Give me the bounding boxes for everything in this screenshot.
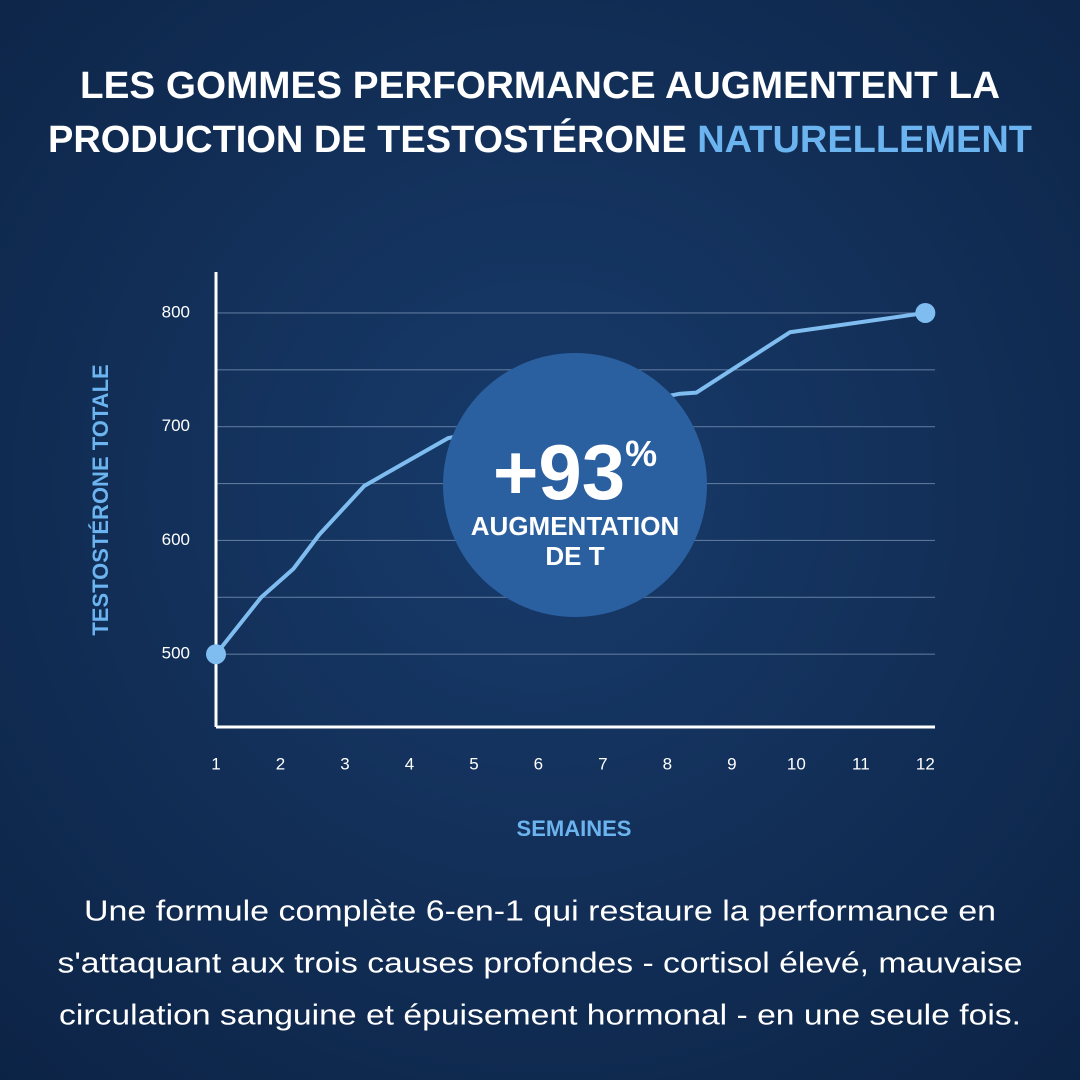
x-tick-label: 12 — [916, 754, 935, 773]
x-tick-label: 9 — [727, 754, 736, 773]
badge-number: +93 — [493, 428, 625, 516]
x-tick-label: 5 — [469, 754, 478, 773]
x-axis-label: SEMAINES — [517, 816, 632, 841]
title-line: LES GOMMES PERFORMANCE AUGMENTENT LA — [80, 65, 1000, 107]
data-line — [214, 310, 926, 656]
x-tick-label: 8 — [663, 754, 672, 773]
x-tick-label: 7 — [598, 754, 607, 773]
badge-unit: % — [625, 433, 657, 474]
y-tick-label: 600 — [162, 530, 190, 549]
x-tick-label: 2 — [276, 754, 285, 773]
badge-circle — [443, 353, 707, 617]
x-tick-label: 3 — [340, 754, 349, 773]
x-tick-label: 10 — [787, 754, 806, 773]
x-tick-label: 1 — [211, 754, 220, 773]
data-point — [206, 644, 226, 665]
y-tick-label: 500 — [162, 644, 190, 663]
badge-number: +93% — [493, 428, 657, 516]
title-line: PRODUCTION DE TESTOSTÉRONE NATURELLEMENT — [48, 117, 1032, 161]
caption-line: s'attaquant aux trois causes profondes -… — [58, 948, 1023, 980]
title-line: PRODUCTION DE TESTOSTÉRONE — [48, 117, 687, 161]
x-tick-label: 11 — [852, 754, 870, 773]
caption-line: Une formule complète 6-en-1 qui restaure… — [84, 896, 996, 928]
caption-line: circulation sanguine et épuisement hormo… — [59, 1000, 1021, 1032]
badge-label: AUGMENTATION — [471, 511, 679, 541]
y-tick-label: 700 — [162, 416, 190, 435]
title-highlight: NATURELLEMENT — [697, 119, 1032, 161]
y-tick-label: 800 — [162, 302, 190, 321]
badge-label: DE T — [545, 541, 604, 571]
y-axis-label: TESTOSTÉRONE TOTALE — [88, 364, 113, 635]
x-tick-label: 6 — [534, 754, 543, 773]
x-tick-label: 4 — [405, 754, 414, 773]
data-point — [915, 302, 936, 323]
